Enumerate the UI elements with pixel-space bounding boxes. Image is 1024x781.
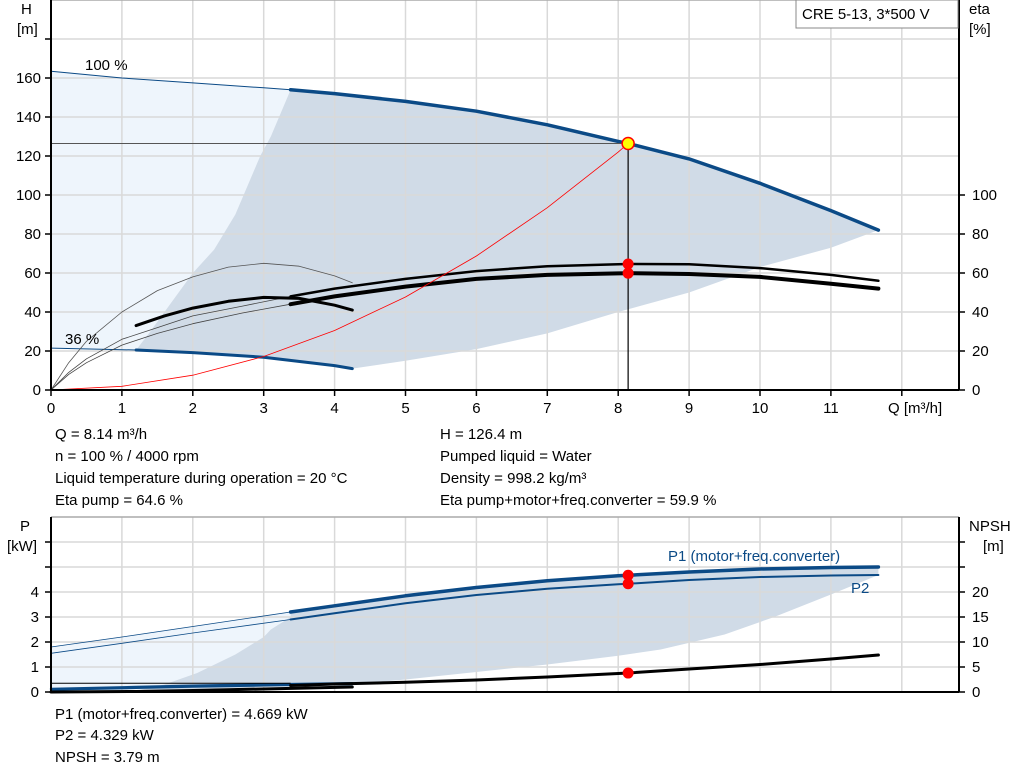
x-tick-label: 9 bbox=[685, 400, 693, 417]
npsh-curve bbox=[289, 653, 880, 687]
info-head: H = 126.4 m bbox=[440, 426, 522, 443]
y-tick-label-right: 40 bbox=[972, 304, 989, 321]
x-tick-label: 7 bbox=[543, 400, 551, 417]
y-tick-label-left: 40 bbox=[24, 304, 41, 321]
y-tick-label-right: 0 bbox=[972, 382, 980, 399]
y-tick-label-left: 0 bbox=[31, 684, 39, 701]
y-tick-label-right: 100 bbox=[972, 187, 997, 204]
y-tick-label-right: 10 bbox=[972, 634, 989, 651]
y-tick-label-left: 4 bbox=[31, 584, 39, 601]
info-eta-pump: Eta pump = 64.6 % bbox=[55, 492, 183, 509]
npsh-marker bbox=[622, 667, 634, 679]
y-tick-label-left: 80 bbox=[24, 226, 41, 243]
x-axis-label-q: Q [m³/h] bbox=[888, 400, 942, 417]
eta-total-curve-36 bbox=[134, 295, 354, 328]
y-tick-label-left: 1 bbox=[31, 659, 39, 676]
y-tick-label-right: 5 bbox=[972, 659, 980, 676]
y-tick-label-right: 80 bbox=[972, 226, 989, 243]
speed-label-36: 36 % bbox=[65, 331, 99, 348]
y-tick-label-right: 0 bbox=[972, 684, 980, 701]
info-temperature: Liquid temperature during operation = 20… bbox=[55, 470, 348, 487]
head-efficiency-chart: 0 20 40 60 80 100 120 140 160 0 20 40 60 80 100 0 1 2 3 4 5 6… bbox=[16, 0, 997, 417]
head-curve-36-thin bbox=[50, 347, 137, 351]
info-p1: P1 (motor+freq.converter) = 4.669 kW bbox=[55, 706, 308, 723]
legend-box bbox=[795, 0, 959, 29]
power-npsh-chart: 0 1 2 3 4 0 5 10 15 20 bbox=[31, 516, 989, 701]
info-npsh: NPSH = 3.79 m bbox=[55, 749, 160, 766]
p1-curve-thin bbox=[50, 611, 292, 648]
p2-curve bbox=[289, 574, 880, 621]
eta-pump-marker bbox=[622, 258, 634, 270]
x-tick-label: 8 bbox=[614, 400, 622, 417]
system-curve bbox=[50, 143, 629, 391]
y-axis-unit-h: [m] bbox=[17, 21, 38, 38]
eta-pump-curve-36 bbox=[50, 262, 353, 391]
operating-info-bottom: P1 (motor+freq.converter) = 4.669 kW P2 … bbox=[55, 706, 308, 766]
y-axis-unit-npsh: [m] bbox=[983, 538, 1004, 555]
y-tick-label-left: 60 bbox=[24, 265, 41, 282]
info-speed: n = 100 % / 4000 rpm bbox=[55, 448, 199, 465]
series-label-p1: P1 (motor+freq.converter) bbox=[668, 548, 840, 565]
p1-marker bbox=[622, 569, 634, 581]
y-tick-label-left: 20 bbox=[24, 343, 41, 360]
y-tick-label-left: 100 bbox=[16, 187, 41, 204]
head-curve-100-thin bbox=[50, 70, 292, 91]
x-tick-label: 3 bbox=[260, 400, 268, 417]
x-tick-label: 5 bbox=[401, 400, 409, 417]
x-tick-label: 6 bbox=[472, 400, 480, 417]
y-tick-label-left: 0 bbox=[33, 382, 41, 399]
y-tick-label-right: 60 bbox=[972, 265, 989, 282]
y-tick-label-left: 3 bbox=[31, 609, 39, 626]
x-tick-label: 4 bbox=[330, 400, 338, 417]
legend-pump-model: CRE 5-13, 3*500 V bbox=[802, 6, 930, 23]
p1-curve bbox=[288, 565, 881, 614]
y-axis-label-npsh: NPSH bbox=[969, 518, 1011, 535]
y-tick-label-left: 2 bbox=[31, 634, 39, 651]
y-axis-label-h: H bbox=[21, 1, 32, 18]
y-tick-label-right: 20 bbox=[972, 343, 989, 360]
y-tick-label-left: 140 bbox=[16, 109, 41, 126]
head-curve-100 bbox=[288, 87, 881, 232]
eta-pump-curve-low bbox=[50, 295, 292, 391]
operating-point-marker bbox=[621, 136, 635, 151]
operating-info-top: Q = 8.14 m³/h n = 100 % / 4000 rpm Liqui… bbox=[55, 426, 716, 509]
speed-range-light-area bbox=[51, 612, 291, 692]
y-tick-label-right: 15 bbox=[972, 609, 989, 626]
recommended-range-area bbox=[136, 567, 879, 691]
info-p2: P2 = 4.329 kW bbox=[55, 727, 155, 744]
x-tick-label: 10 bbox=[752, 400, 769, 417]
eta-total-curve bbox=[288, 271, 881, 307]
x-tick-label: 2 bbox=[189, 400, 197, 417]
speed-range-light-area bbox=[51, 71, 291, 350]
y-tick-label-right: 20 bbox=[972, 584, 989, 601]
eta-total-curve-low bbox=[50, 303, 292, 391]
y-axis-unit-p: [kW] bbox=[7, 538, 37, 555]
eta-total-marker bbox=[622, 267, 634, 279]
y-tick-label-left: 120 bbox=[16, 148, 41, 165]
p2-marker bbox=[622, 578, 634, 590]
y-axis-unit-eta: [%] bbox=[969, 21, 991, 38]
head-curve-36 bbox=[134, 348, 354, 371]
y-axis-label-p: P bbox=[20, 518, 30, 535]
x-tick-label: 11 bbox=[823, 400, 839, 417]
y-axis-label-eta: eta bbox=[969, 1, 991, 18]
info-liquid: Pumped liquid = Water bbox=[440, 448, 592, 465]
eta-pump-curve bbox=[289, 262, 880, 298]
info-eta-total: Eta pump+motor+freq.converter = 59.9 % bbox=[440, 492, 716, 509]
x-tick-label: 0 bbox=[47, 400, 55, 417]
info-flow: Q = 8.14 m³/h bbox=[55, 426, 147, 443]
info-density: Density = 998.2 kg/m³ bbox=[440, 470, 586, 487]
y-tick-label-left: 160 bbox=[16, 70, 41, 87]
p2-curve-thin bbox=[50, 619, 292, 654]
series-label-p2: P2 bbox=[851, 580, 869, 597]
x-tick-label: 1 bbox=[118, 400, 126, 417]
speed-label-100: 100 % bbox=[85, 57, 128, 74]
